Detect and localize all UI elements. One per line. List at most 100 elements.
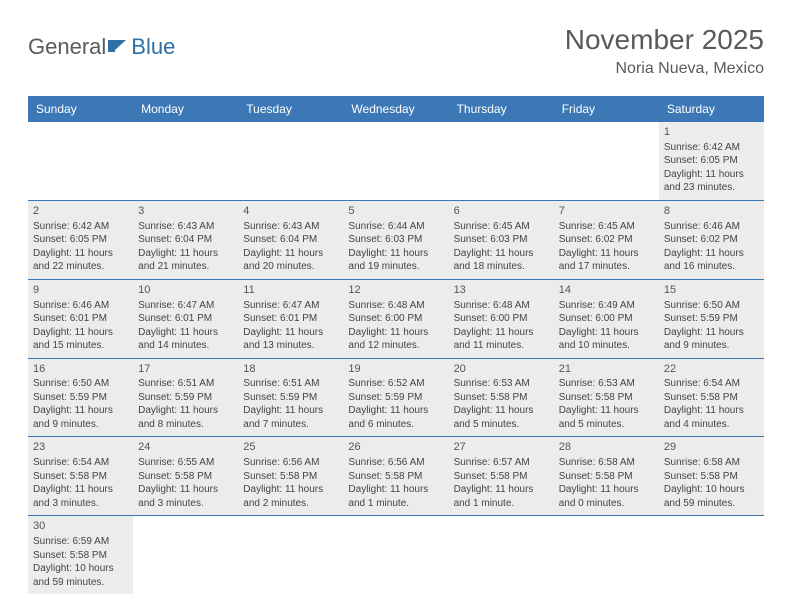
- dl2-line: and 23 minutes.: [664, 181, 759, 195]
- dl2-line: and 17 minutes.: [559, 260, 654, 274]
- dl2-line: and 14 minutes.: [138, 339, 233, 353]
- calendar-day: 17Sunrise: 6:51 AMSunset: 5:59 PMDayligh…: [133, 359, 238, 437]
- sunset-line: Sunset: 6:05 PM: [664, 154, 759, 168]
- sunrise-line: Sunrise: 6:49 AM: [559, 299, 654, 313]
- dl2-line: and 12 minutes.: [348, 339, 443, 353]
- dl1-line: Daylight: 11 hours: [348, 483, 443, 497]
- calendar-day: 20Sunrise: 6:53 AMSunset: 5:58 PMDayligh…: [449, 359, 554, 437]
- dl1-line: Daylight: 11 hours: [33, 247, 128, 261]
- dl2-line: and 3 minutes.: [33, 497, 128, 511]
- day-number: 25: [243, 440, 338, 455]
- calendar-empty-cell: [343, 516, 448, 594]
- dl1-line: Daylight: 11 hours: [664, 247, 759, 261]
- day-number: 23: [33, 440, 128, 455]
- calendar-day: 3Sunrise: 6:43 AMSunset: 6:04 PMDaylight…: [133, 201, 238, 279]
- sunset-line: Sunset: 5:59 PM: [348, 391, 443, 405]
- calendar-day: 10Sunrise: 6:47 AMSunset: 6:01 PMDayligh…: [133, 280, 238, 358]
- sunrise-line: Sunrise: 6:57 AM: [454, 456, 549, 470]
- calendar-day: 21Sunrise: 6:53 AMSunset: 5:58 PMDayligh…: [554, 359, 659, 437]
- day-number: 28: [559, 440, 654, 455]
- dl1-line: Daylight: 11 hours: [33, 404, 128, 418]
- calendar-day: 18Sunrise: 6:51 AMSunset: 5:59 PMDayligh…: [238, 359, 343, 437]
- day-number: 4: [243, 204, 338, 219]
- day-number: 11: [243, 283, 338, 298]
- calendar-empty-cell: [449, 516, 554, 594]
- dl2-line: and 1 minute.: [454, 497, 549, 511]
- dl2-line: and 16 minutes.: [664, 260, 759, 274]
- dl1-line: Daylight: 11 hours: [138, 404, 233, 418]
- weekday-header: Friday: [554, 96, 659, 122]
- dl2-line: and 9 minutes.: [33, 418, 128, 432]
- day-number: 10: [138, 283, 233, 298]
- dl1-line: Daylight: 11 hours: [33, 483, 128, 497]
- dl2-line: and 1 minute.: [348, 497, 443, 511]
- sunrise-line: Sunrise: 6:45 AM: [454, 220, 549, 234]
- dl1-line: Daylight: 11 hours: [138, 247, 233, 261]
- day-number: 24: [138, 440, 233, 455]
- sunrise-line: Sunrise: 6:54 AM: [33, 456, 128, 470]
- calendar-day: 22Sunrise: 6:54 AMSunset: 5:58 PMDayligh…: [659, 359, 764, 437]
- dl2-line: and 59 minutes.: [664, 497, 759, 511]
- sunset-line: Sunset: 6:01 PM: [33, 312, 128, 326]
- sunrise-line: Sunrise: 6:53 AM: [559, 377, 654, 391]
- calendar-day: 24Sunrise: 6:55 AMSunset: 5:58 PMDayligh…: [133, 437, 238, 515]
- day-number: 15: [664, 283, 759, 298]
- sunset-line: Sunset: 5:58 PM: [243, 470, 338, 484]
- dl1-line: Daylight: 11 hours: [454, 404, 549, 418]
- calendar-day: 11Sunrise: 6:47 AMSunset: 6:01 PMDayligh…: [238, 280, 343, 358]
- sunrise-line: Sunrise: 6:48 AM: [454, 299, 549, 313]
- weekday-header: Saturday: [659, 96, 764, 122]
- sunset-line: Sunset: 5:58 PM: [454, 391, 549, 405]
- dl2-line: and 13 minutes.: [243, 339, 338, 353]
- dl2-line: and 0 minutes.: [559, 497, 654, 511]
- sunrise-line: Sunrise: 6:46 AM: [664, 220, 759, 234]
- day-number: 29: [664, 440, 759, 455]
- dl2-line: and 9 minutes.: [664, 339, 759, 353]
- sunset-line: Sunset: 6:00 PM: [454, 312, 549, 326]
- dl1-line: Daylight: 11 hours: [138, 483, 233, 497]
- dl2-line: and 4 minutes.: [664, 418, 759, 432]
- page-header: GeneralBlue November 2025 Noria Nueva, M…: [28, 24, 764, 78]
- calendar-empty-cell: [28, 122, 133, 200]
- calendar-row: 2Sunrise: 6:42 AMSunset: 6:05 PMDaylight…: [28, 201, 764, 280]
- calendar-day: 16Sunrise: 6:50 AMSunset: 5:59 PMDayligh…: [28, 359, 133, 437]
- calendar-empty-cell: [554, 516, 659, 594]
- weekday-header: Monday: [133, 96, 238, 122]
- dl1-line: Daylight: 10 hours: [664, 483, 759, 497]
- day-number: 26: [348, 440, 443, 455]
- sunset-line: Sunset: 5:58 PM: [559, 391, 654, 405]
- logo-flag-icon: [108, 34, 130, 60]
- sunrise-line: Sunrise: 6:56 AM: [348, 456, 443, 470]
- calendar-row: 30Sunrise: 6:59 AMSunset: 5:58 PMDayligh…: [28, 516, 764, 594]
- day-number: 17: [138, 362, 233, 377]
- day-number: 27: [454, 440, 549, 455]
- sunrise-line: Sunrise: 6:55 AM: [138, 456, 233, 470]
- sunrise-line: Sunrise: 6:53 AM: [454, 377, 549, 391]
- calendar-day: 23Sunrise: 6:54 AMSunset: 5:58 PMDayligh…: [28, 437, 133, 515]
- calendar-day: 12Sunrise: 6:48 AMSunset: 6:00 PMDayligh…: [343, 280, 448, 358]
- sunset-line: Sunset: 6:05 PM: [33, 233, 128, 247]
- sunrise-line: Sunrise: 6:50 AM: [664, 299, 759, 313]
- dl1-line: Daylight: 11 hours: [348, 247, 443, 261]
- day-number: 6: [454, 204, 549, 219]
- sunset-line: Sunset: 5:58 PM: [664, 470, 759, 484]
- sunrise-line: Sunrise: 6:47 AM: [243, 299, 338, 313]
- dl2-line: and 7 minutes.: [243, 418, 338, 432]
- sunset-line: Sunset: 5:58 PM: [348, 470, 443, 484]
- dl2-line: and 10 minutes.: [559, 339, 654, 353]
- dl1-line: Daylight: 11 hours: [664, 404, 759, 418]
- sunset-line: Sunset: 5:58 PM: [33, 549, 128, 563]
- calendar-day: 14Sunrise: 6:49 AMSunset: 6:00 PMDayligh…: [554, 280, 659, 358]
- sunrise-line: Sunrise: 6:44 AM: [348, 220, 443, 234]
- calendar-day: 5Sunrise: 6:44 AMSunset: 6:03 PMDaylight…: [343, 201, 448, 279]
- dl1-line: Daylight: 10 hours: [33, 562, 128, 576]
- sunset-line: Sunset: 5:58 PM: [138, 470, 233, 484]
- dl2-line: and 3 minutes.: [138, 497, 233, 511]
- dl2-line: and 22 minutes.: [33, 260, 128, 274]
- dl2-line: and 5 minutes.: [559, 418, 654, 432]
- dl1-line: Daylight: 11 hours: [454, 483, 549, 497]
- sunrise-line: Sunrise: 6:50 AM: [33, 377, 128, 391]
- sunrise-line: Sunrise: 6:51 AM: [138, 377, 233, 391]
- calendar-row: 16Sunrise: 6:50 AMSunset: 5:59 PMDayligh…: [28, 359, 764, 438]
- calendar-day: 26Sunrise: 6:56 AMSunset: 5:58 PMDayligh…: [343, 437, 448, 515]
